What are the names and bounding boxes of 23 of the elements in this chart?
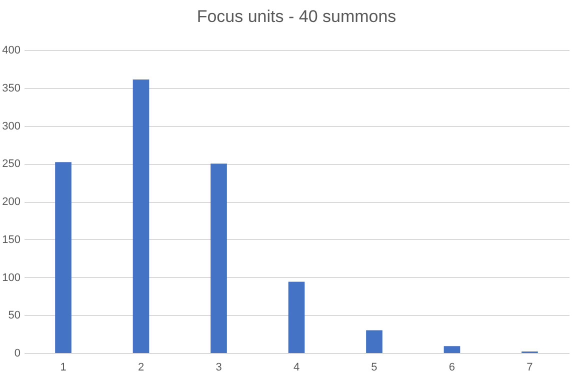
- y-tick-label: 0: [14, 348, 20, 360]
- x-tick-label: 7: [526, 362, 533, 374]
- x-tick-label: 5: [371, 362, 378, 374]
- x-tick-label: 2: [138, 362, 144, 374]
- y-tick-label: 200: [2, 196, 20, 208]
- bar: [444, 346, 460, 353]
- x-tick-label: 1: [60, 362, 66, 374]
- y-tick-label: 100: [2, 272, 20, 284]
- y-tick-label: 150: [2, 234, 20, 246]
- bar: [132, 80, 150, 353]
- y-tick-label: 350: [2, 82, 20, 94]
- chart-title: Focus units - 40 summons: [196, 7, 396, 26]
- bar: [55, 162, 72, 353]
- bar: [288, 282, 305, 353]
- y-tick-label: 400: [2, 44, 20, 56]
- y-tick-label: 300: [2, 120, 20, 132]
- bar: [366, 330, 382, 353]
- bar: [210, 164, 227, 353]
- x-tick-label: 4: [293, 362, 300, 374]
- x-tick-label: 6: [448, 362, 456, 374]
- y-tick-label: 250: [2, 158, 20, 170]
- x-tick-label: 3: [216, 362, 222, 374]
- y-tick-label: 50: [8, 310, 20, 322]
